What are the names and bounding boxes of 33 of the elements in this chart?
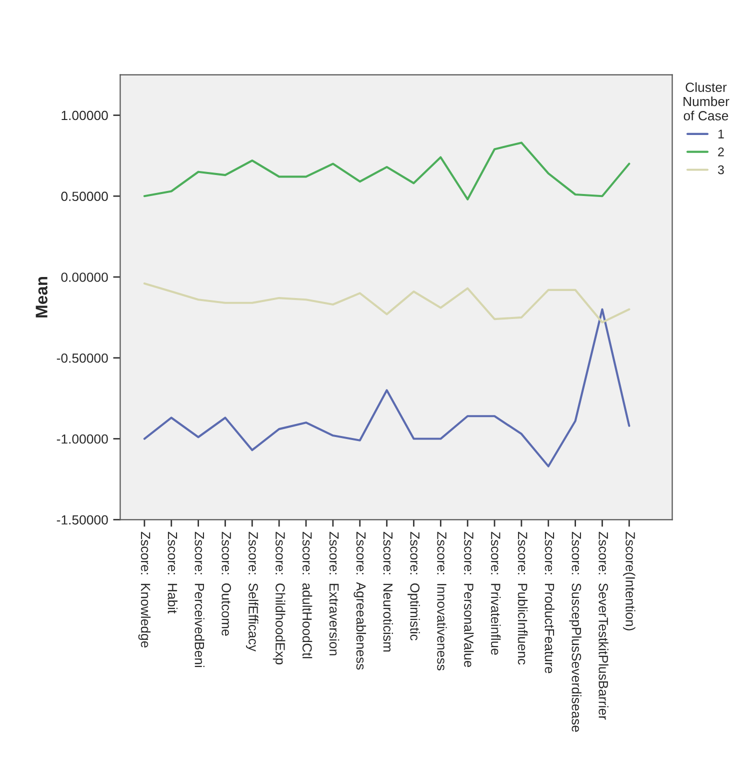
- x-tick-label: Zscore: PerceivedBeni: [194, 532, 204, 667]
- x-tick-label: Zscore(Intention): [623, 532, 636, 630]
- legend-title: Cluster Number of Case: [684, 82, 730, 120]
- x-tick-label: Zscore: Habit: [168, 532, 178, 614]
- y-tick-label: -0.50000: [56, 353, 108, 363]
- x-tick-label: Zscore: Outcome: [222, 532, 232, 636]
- x-tick-label: Zscore: Agreeableness: [354, 532, 366, 670]
- y-tick-label: 0.50000: [61, 192, 108, 202]
- line-series: [143, 308, 630, 468]
- x-tick-label: Zscore: Neuroticism: [383, 532, 393, 652]
- x-tick-label: Zscore: Extraversion: [329, 532, 340, 656]
- line-series: [143, 282, 630, 324]
- x-tick-label: Zscore: Innovativeness: [437, 532, 447, 670]
- x-tick-label: Zscore: SelfEfficacy: [246, 532, 258, 652]
- x-tick-label: Zscore: PublicInfluenc: [518, 532, 528, 665]
- y-tick-label: -1.50000: [56, 515, 108, 525]
- x-tick-label: Zscore: adultHoodCtl: [302, 532, 312, 658]
- x-tick-label: Zscore: Knowledge: [138, 532, 151, 648]
- y-tick-label: -1.00000: [56, 434, 108, 444]
- y-axis-title: Mean: [36, 276, 48, 318]
- y-tick-label: 1.00000: [62, 110, 108, 120]
- legend-label: 3: [718, 165, 724, 174]
- legend-label: 2: [718, 147, 724, 156]
- x-tick-label: Zscore: ProductFeature: [544, 532, 555, 674]
- x-tick-label: Zscore: SuscepPlusSeverdisease: [569, 532, 582, 732]
- x-tick-label: Zscore: Privateinflue: [490, 532, 501, 655]
- x-tick-label: Zscore: ChildhoodExp: [272, 532, 286, 664]
- legend-label: 1: [718, 130, 724, 138]
- x-tick-label: Zscore: PersonalValue: [464, 532, 474, 668]
- y-tick-label: 0.00000: [61, 272, 108, 282]
- line-series: [143, 142, 630, 200]
- x-tick-label: Zscore: Optimistic: [408, 532, 420, 640]
- x-tick-label: Zscore: SeverTestkitPlusBarrier: [598, 532, 608, 720]
